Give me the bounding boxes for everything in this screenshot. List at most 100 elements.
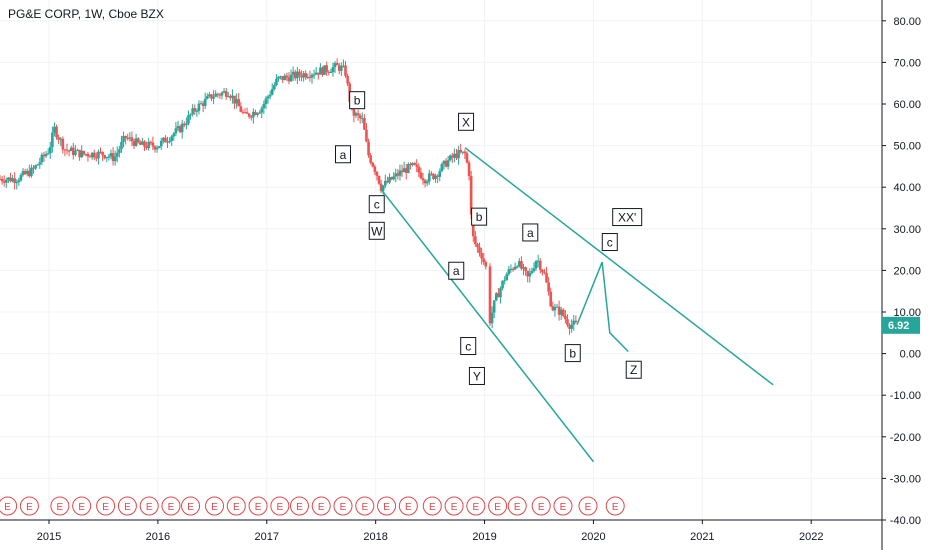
- earnings-marker[interactable]: E: [270, 496, 290, 516]
- earnings-marker[interactable]: E: [377, 496, 397, 516]
- earnings-marker[interactable]: E: [466, 496, 486, 516]
- wave-label[interactable]: X: [458, 112, 475, 131]
- candle-down: [386, 180, 389, 183]
- candle-down: [42, 154, 46, 157]
- earnings-letter: E: [451, 502, 458, 513]
- earnings-letter: E: [585, 502, 592, 513]
- earnings-marker[interactable]: E: [205, 496, 225, 516]
- wave-label[interactable]: b: [349, 91, 366, 110]
- candle-down: [484, 262, 488, 267]
- candle-down: [413, 163, 416, 165]
- wave-label[interactable]: a: [448, 261, 465, 280]
- wave-label-text: Z: [630, 363, 637, 377]
- candle-up: [107, 156, 111, 158]
- candle-up: [7, 177, 10, 180]
- wave-label[interactable]: a: [522, 223, 539, 242]
- wave-label[interactable]: XX': [612, 208, 643, 227]
- wave-label[interactable]: a: [335, 145, 351, 164]
- candle-down: [423, 180, 427, 184]
- candle-up: [331, 67, 335, 72]
- earnings-marker[interactable]: E: [248, 496, 268, 516]
- candle-down: [245, 112, 249, 114]
- candle-down: [482, 258, 486, 263]
- wave-label-text: b: [476, 210, 483, 224]
- candle-up: [36, 164, 39, 166]
- earnings-marker[interactable]: E: [605, 496, 625, 516]
- earnings-marker[interactable]: E: [0, 496, 18, 516]
- candle-up: [528, 273, 532, 277]
- earnings-marker[interactable]: E: [181, 496, 201, 516]
- wave-label-box: [368, 195, 385, 214]
- candle-up: [159, 140, 163, 147]
- earnings-circle: [50, 496, 70, 516]
- candle-up: [291, 71, 295, 75]
- earnings-marker[interactable]: E: [578, 496, 598, 516]
- wave-label[interactable]: c: [601, 233, 618, 252]
- candle-down: [86, 154, 90, 157]
- earnings-marker[interactable]: E: [355, 496, 375, 516]
- earnings-marker[interactable]: E: [333, 496, 353, 516]
- time-axis[interactable]: 2015 2016 2017 2018 2019 2020 2021 2022: [0, 519, 882, 543]
- candle-down: [476, 243, 479, 248]
- candle-down: [321, 67, 324, 75]
- candle-up: [76, 149, 79, 151]
- earnings-circle: [311, 496, 331, 516]
- earnings-marker[interactable]: E: [139, 496, 159, 516]
- candle-up: [80, 150, 83, 158]
- price-axis[interactable]: 80.00 70.00 60.00 50.00 40.00 30.00 20.00 10.00…: [881, 0, 921, 550]
- earnings-marker[interactable]: E: [422, 496, 442, 516]
- candle-down: [541, 269, 544, 273]
- earnings-letter: E: [277, 502, 284, 513]
- earnings-marker[interactable]: E: [398, 496, 418, 516]
- earnings-marker[interactable]: E: [19, 496, 39, 516]
- candle-down: [300, 75, 303, 78]
- wave-label[interactable]: W: [368, 221, 385, 240]
- candle-up: [120, 141, 123, 150]
- wave-label[interactable]: b: [564, 344, 581, 363]
- candle-up: [48, 147, 52, 154]
- candle-up: [191, 108, 194, 115]
- earnings-marker[interactable]: E: [226, 496, 246, 516]
- candle-up: [30, 167, 33, 177]
- chart-title: PG&E CORP, 1W, Cboe BZX: [8, 7, 164, 21]
- wave-label[interactable]: c: [368, 195, 385, 214]
- wave-label-box: [335, 145, 351, 164]
- candle-down: [88, 156, 92, 158]
- candle-up: [440, 164, 444, 172]
- candle-down: [193, 108, 197, 112]
- earnings-marker[interactable]: E: [531, 496, 551, 516]
- earnings-marker[interactable]: E: [117, 496, 137, 516]
- candle-up: [170, 136, 174, 141]
- earnings-letter: E: [494, 502, 501, 513]
- candle-down: [304, 73, 308, 78]
- earnings-marker[interactable]: E: [289, 496, 309, 516]
- earnings-marker[interactable]: E: [553, 496, 573, 516]
- candle-up: [275, 78, 278, 86]
- wave-label[interactable]: Y: [468, 366, 485, 385]
- candle-up: [260, 108, 264, 113]
- earnings-marker[interactable]: E: [50, 496, 70, 516]
- earnings-marker[interactable]: E: [96, 496, 116, 516]
- wave-label[interactable]: b: [471, 207, 488, 226]
- earnings-marker[interactable]: E: [507, 496, 527, 516]
- earnings-marker[interactable]: E: [161, 496, 181, 516]
- candle-down: [210, 94, 213, 99]
- candles: [0, 58, 578, 335]
- earnings-letter: E: [78, 502, 85, 513]
- earnings-marker[interactable]: E: [444, 496, 464, 516]
- candle-up: [174, 128, 178, 134]
- earnings-letter: E: [612, 502, 619, 513]
- candle-up: [134, 138, 138, 146]
- wave-label[interactable]: Z: [625, 360, 642, 379]
- candle-down: [497, 293, 500, 298]
- candle-up: [425, 181, 429, 184]
- earnings-marker[interactable]: E: [72, 496, 92, 516]
- earnings-marker[interactable]: E: [311, 496, 331, 516]
- wave-label[interactable]: c: [460, 337, 477, 356]
- price-tick-label: 70.00: [893, 57, 921, 69]
- earnings-marker[interactable]: E: [488, 496, 508, 516]
- candle-up: [187, 115, 190, 124]
- earnings-circle: [0, 496, 18, 516]
- candle-up: [323, 65, 326, 75]
